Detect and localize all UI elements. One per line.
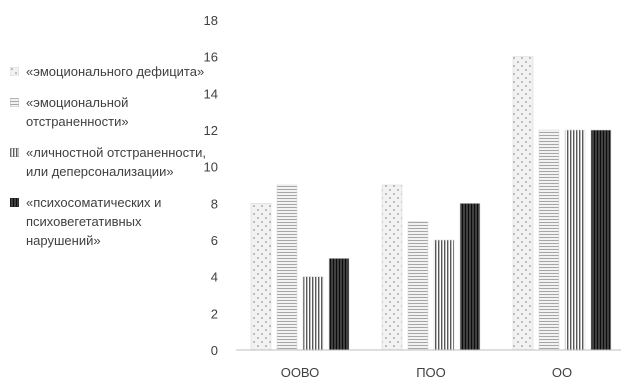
y-tick-label: 18 (204, 13, 218, 28)
legend-label: «личностной отстраненности, или деперсон… (26, 145, 206, 179)
bar-1-1 (250, 203, 272, 351)
bar-4-2 (459, 203, 481, 351)
bar-3-1 (302, 276, 324, 351)
y-tick-label: 4 (211, 270, 218, 285)
y-tick-label: 2 (211, 306, 218, 321)
x-category-label: ООВО (281, 365, 320, 378)
legend-swatch (10, 67, 19, 76)
y-axis: 0 2 4 6 8 10 12 14 16 18 (204, 13, 218, 358)
y-tick-label: 14 (204, 86, 218, 101)
legend-label: «эмоциональной отстраненности» (26, 95, 129, 129)
legend-label: «психосоматических и психовегетативных н… (26, 195, 162, 248)
legend-swatch (10, 98, 19, 107)
y-tick-label: 6 (211, 233, 218, 248)
bar-3-3 (564, 129, 586, 351)
bar-2-1 (276, 184, 298, 351)
x-category-label: ПОО (416, 365, 446, 378)
bars (250, 56, 612, 351)
bar-1-2 (381, 184, 403, 351)
x-axis: ООВО ПОО ОО (281, 365, 572, 378)
legend-item: «эмоционального дефицита» (6, 62, 206, 81)
bar-4-3 (590, 129, 612, 351)
legend-item: «психосоматических и психовегетативных н… (6, 193, 206, 250)
y-tick-label: 0 (211, 343, 218, 358)
legend-item: «личностной отстраненности, или деперсон… (6, 143, 206, 181)
y-tick-label: 12 (204, 123, 218, 138)
bar-4-1 (328, 258, 350, 351)
bar-1-3 (512, 56, 534, 351)
bar-3-2 (433, 239, 455, 351)
bar-2-3 (538, 129, 560, 351)
y-tick-label: 8 (211, 196, 218, 211)
legend-item: «эмоциональной отстраненности» (6, 93, 206, 131)
legend-label: «эмоционального дефицита» (26, 64, 205, 79)
x-category-label: ОО (552, 365, 572, 378)
legend-swatch (10, 148, 19, 157)
legend: «эмоционального дефицита» «эмоциональной … (6, 62, 206, 262)
bar-2-2 (407, 221, 429, 351)
y-tick-label: 10 (204, 160, 218, 175)
y-tick-label: 16 (204, 50, 218, 65)
legend-swatch (10, 198, 19, 207)
